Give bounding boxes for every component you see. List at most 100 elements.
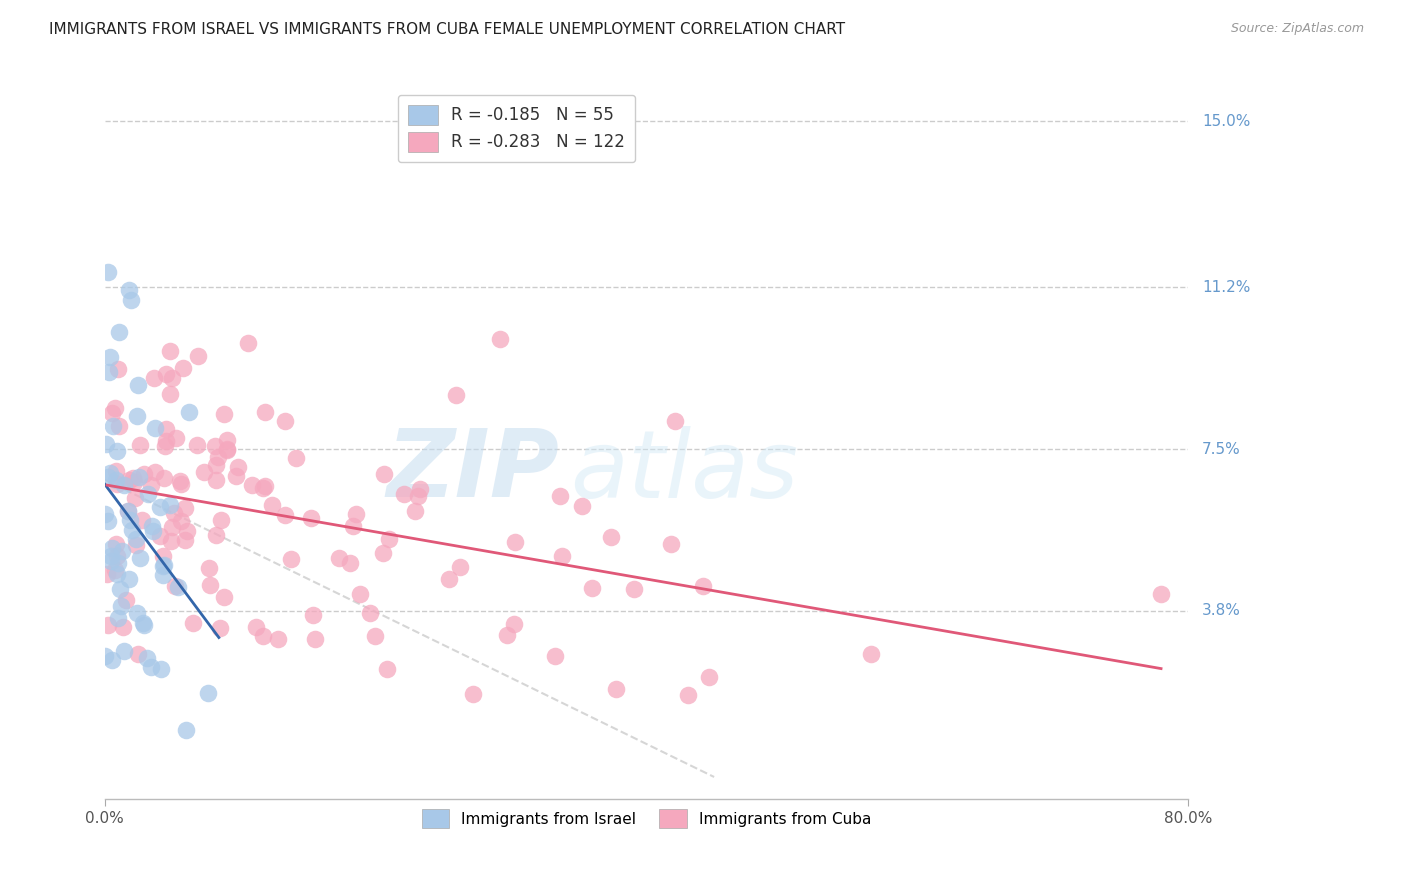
Point	[103, 418, 125, 433]
Point	[187, 349, 209, 363]
Point	[94, 648, 117, 663]
Point	[112, 620, 135, 634]
Point	[207, 450, 229, 464]
Text: IMMIGRANTS FROM ISRAEL VS IMMIGRANTS FROM CUBA FEMALE UNEMPLOYMENT CORRELATION C: IMMIGRANTS FROM ISRAEL VS IMMIGRANTS FRO…	[49, 22, 845, 37]
Point	[125, 409, 148, 423]
Point	[153, 439, 176, 453]
Point	[197, 560, 219, 574]
Point	[96, 567, 118, 582]
Point	[142, 524, 165, 538]
Point	[166, 580, 188, 594]
Point	[118, 473, 141, 487]
Point	[94, 507, 117, 521]
Point	[159, 534, 181, 549]
Text: atlas: atlas	[571, 425, 799, 516]
Point	[132, 467, 155, 481]
Point	[404, 504, 426, 518]
Point	[105, 473, 128, 487]
Point	[860, 647, 883, 661]
Point	[150, 663, 173, 677]
Point	[97, 265, 120, 279]
Point	[284, 451, 307, 466]
Point	[328, 551, 350, 566]
Point	[153, 558, 176, 573]
Point	[124, 491, 146, 505]
Point	[97, 618, 120, 632]
Point	[193, 465, 215, 479]
Point	[155, 434, 177, 448]
Point	[571, 499, 593, 513]
Point	[136, 487, 159, 501]
Point	[98, 466, 121, 480]
Point	[108, 325, 131, 339]
Point	[110, 544, 132, 558]
Point	[125, 532, 148, 546]
Point	[302, 608, 325, 623]
Point	[163, 579, 186, 593]
Point	[349, 587, 371, 601]
Point	[141, 518, 163, 533]
Point	[136, 650, 159, 665]
Point	[173, 533, 195, 548]
Point	[505, 535, 527, 549]
Point	[205, 528, 228, 542]
Point	[299, 511, 322, 525]
Point	[392, 487, 415, 501]
Point	[181, 615, 204, 630]
Text: 7.5%: 7.5%	[1202, 442, 1240, 457]
Point	[176, 524, 198, 538]
Point	[1150, 587, 1173, 601]
Point	[446, 388, 468, 402]
Point	[217, 433, 239, 447]
Text: 11.2%: 11.2%	[1202, 280, 1250, 295]
Point	[101, 653, 124, 667]
Point	[145, 465, 167, 479]
Point	[208, 621, 231, 635]
Point	[378, 533, 401, 547]
Text: 15.0%: 15.0%	[1202, 114, 1250, 128]
Point	[280, 552, 302, 566]
Point	[129, 551, 152, 566]
Point	[198, 578, 221, 592]
Point	[209, 512, 232, 526]
Point	[205, 458, 228, 472]
Text: Source: ZipAtlas.com: Source: ZipAtlas.com	[1230, 22, 1364, 36]
Point	[131, 616, 153, 631]
Point	[664, 414, 686, 428]
Point	[172, 361, 194, 376]
Point	[139, 477, 162, 491]
Point	[543, 648, 565, 663]
Point	[408, 489, 430, 503]
Text: 3.8%: 3.8%	[1202, 603, 1241, 618]
Point	[121, 523, 143, 537]
Point	[104, 401, 127, 415]
Point	[495, 628, 517, 642]
Point	[104, 537, 127, 551]
Point	[375, 662, 398, 676]
Text: ZIP: ZIP	[387, 425, 560, 517]
Point	[112, 644, 135, 658]
Point	[127, 647, 149, 661]
Point	[97, 365, 120, 379]
Point	[142, 371, 165, 385]
Point	[152, 558, 174, 573]
Point	[101, 406, 124, 420]
Point	[170, 515, 193, 529]
Point	[121, 471, 143, 485]
Point	[364, 629, 387, 643]
Point	[132, 618, 155, 632]
Point	[174, 723, 197, 737]
Point	[155, 367, 177, 381]
Point	[155, 422, 177, 436]
Point	[661, 537, 683, 551]
Point	[599, 530, 621, 544]
Point	[163, 507, 186, 521]
Point	[214, 591, 236, 605]
Point	[503, 617, 526, 632]
Point	[118, 283, 141, 297]
Point	[105, 567, 128, 582]
Point	[97, 469, 120, 483]
Point	[149, 500, 172, 515]
Point	[97, 514, 120, 528]
Point	[129, 438, 152, 452]
